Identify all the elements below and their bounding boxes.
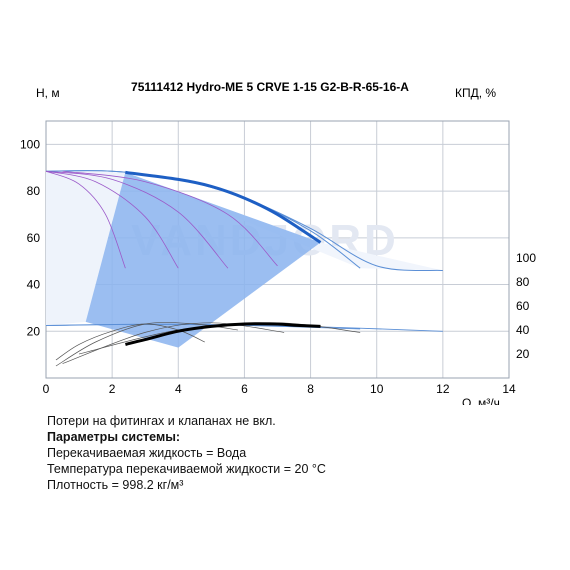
y-left-tick-label: 80 bbox=[27, 184, 41, 198]
note-temperature: Температура перекачиваемой жидкости = 20… bbox=[47, 462, 326, 476]
x-tick-label: 10 bbox=[370, 382, 384, 396]
operating-area bbox=[85, 172, 321, 348]
x-tick-label: 4 bbox=[175, 382, 182, 396]
y-left-tick-label: 20 bbox=[27, 324, 41, 338]
y-right-tick-label: 100 bbox=[516, 251, 536, 265]
pump-performance-chart: 75111412 Hydro-ME 5 CRVE 1-15 G2-B-R-65-… bbox=[20, 80, 536, 405]
x-tick-label: 14 bbox=[502, 382, 516, 396]
faint-area bbox=[46, 171, 126, 326]
purple-curve-3 bbox=[62, 170, 278, 267]
x-axis-label: Q, м³/ч bbox=[462, 396, 500, 405]
x-tick-label: 8 bbox=[307, 382, 314, 396]
y-right-tick-label: 80 bbox=[516, 275, 530, 289]
y-right-label: КПД, % bbox=[455, 86, 496, 100]
x-tick-label: 6 bbox=[241, 382, 248, 396]
efficiency-curve-main bbox=[125, 322, 321, 346]
chart-title: 75111412 Hydro-ME 5 CRVE 1-15 G2-B-R-65-… bbox=[131, 80, 409, 94]
purple-curve-0 bbox=[45, 170, 126, 269]
x-tick-label: 2 bbox=[109, 382, 116, 396]
note-losses: Потери на фитингах и клапанах не вкл. bbox=[47, 414, 276, 428]
y-left-tick-label: 60 bbox=[27, 231, 41, 245]
head-curve-main bbox=[125, 170, 322, 244]
note-liquid: Перекачиваемая жидкость = Вода bbox=[47, 446, 247, 460]
purple-curve-2 bbox=[45, 170, 229, 269]
note-density: Плотность = 998.2 кг/м³ bbox=[47, 478, 184, 492]
note-params-heading: Параметры системы: bbox=[47, 430, 181, 444]
system-notes: Потери на фитингах и клапанах не вкл. Па… bbox=[47, 413, 326, 493]
y-left-label: H, м bbox=[36, 86, 60, 100]
y-left-tick-label: 40 bbox=[27, 278, 41, 292]
efficiency-curve-faint-2 bbox=[62, 322, 285, 364]
y-right-tick-label: 60 bbox=[516, 299, 530, 313]
y-right-tick-label: 20 bbox=[516, 347, 530, 361]
y-left-tick-label: 100 bbox=[20, 137, 40, 151]
purple-curve-1 bbox=[45, 170, 179, 269]
x-tick-label: 0 bbox=[43, 382, 50, 396]
x-tick-label: 12 bbox=[436, 382, 450, 396]
y-right-tick-label: 40 bbox=[516, 323, 530, 337]
